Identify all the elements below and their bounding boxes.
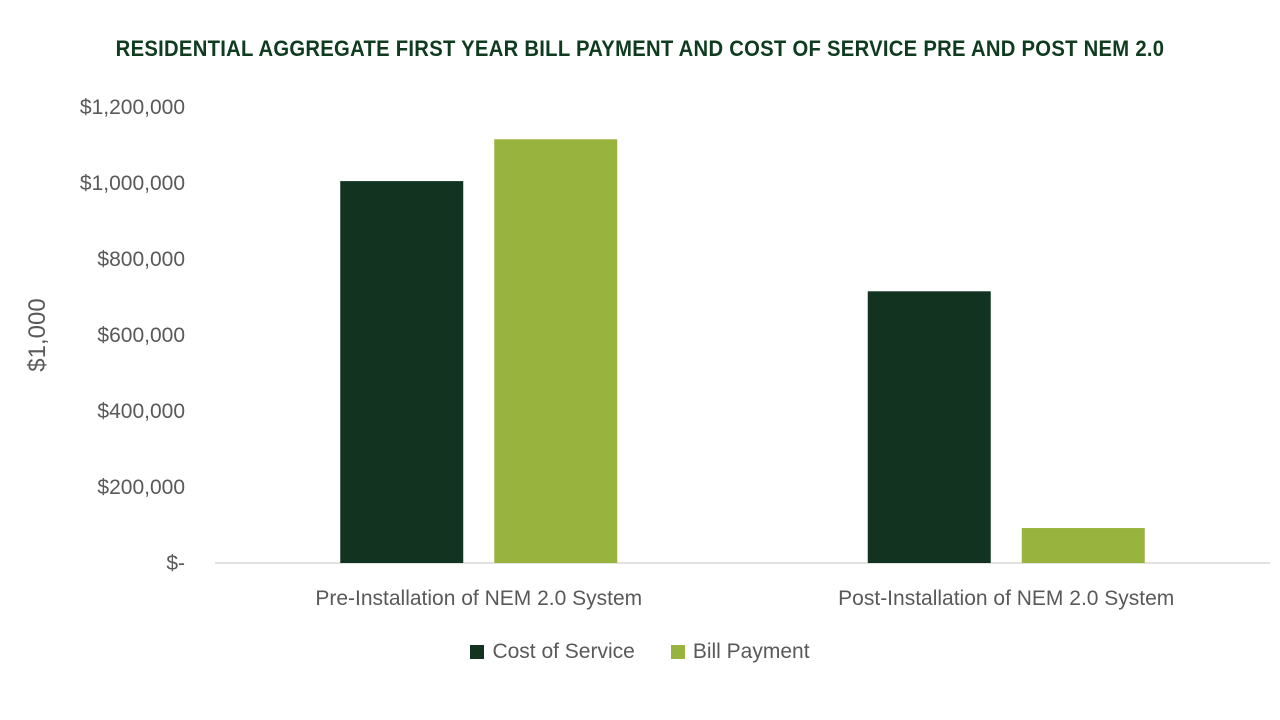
y-tick-label: $- — [166, 552, 185, 575]
bar-cost-of-service-0 — [340, 181, 464, 563]
legend-item: Cost of Service — [470, 640, 635, 664]
x-category-label: Pre-Installation of NEM 2.0 System — [315, 587, 642, 610]
y-tick-label: $600,000 — [97, 324, 185, 347]
legend-label: Bill Payment — [692, 640, 810, 663]
legend-swatch — [470, 645, 485, 659]
legend: Cost of Service Bill Payment — [0, 640, 1280, 664]
y-tick-label: $400,000 — [97, 400, 185, 423]
legend-item: Bill Payment — [670, 640, 810, 664]
bar-bill-payment-0 — [494, 139, 618, 564]
y-tick-label: $1,000,000 — [80, 172, 185, 195]
y-axis-ticks: $- $200,000 $400,000 $600,000 $800,000 $1,000… — [80, 96, 185, 575]
legend-swatch — [670, 645, 685, 659]
bar-cost-of-service-1 — [867, 291, 991, 563]
y-tick-label: $200,000 — [97, 476, 185, 499]
x-category-label: Post-Installation of NEM 2.0 System — [838, 587, 1174, 610]
y-axis-label: $1,000 — [24, 298, 51, 371]
y-tick-label: $1,200,000 — [80, 96, 185, 119]
bars — [340, 139, 1145, 564]
category-labels: Pre-Installation of NEM 2.0 System Post-I… — [315, 587, 1174, 610]
chart-title: RESIDENTIAL AGGREGATE FIRST YEAR BILL PA… — [115, 36, 1165, 61]
y-tick-label: $800,000 — [97, 248, 185, 271]
bar-bill-payment-1 — [1021, 528, 1145, 563]
legend-label: Cost of Service — [492, 640, 635, 663]
